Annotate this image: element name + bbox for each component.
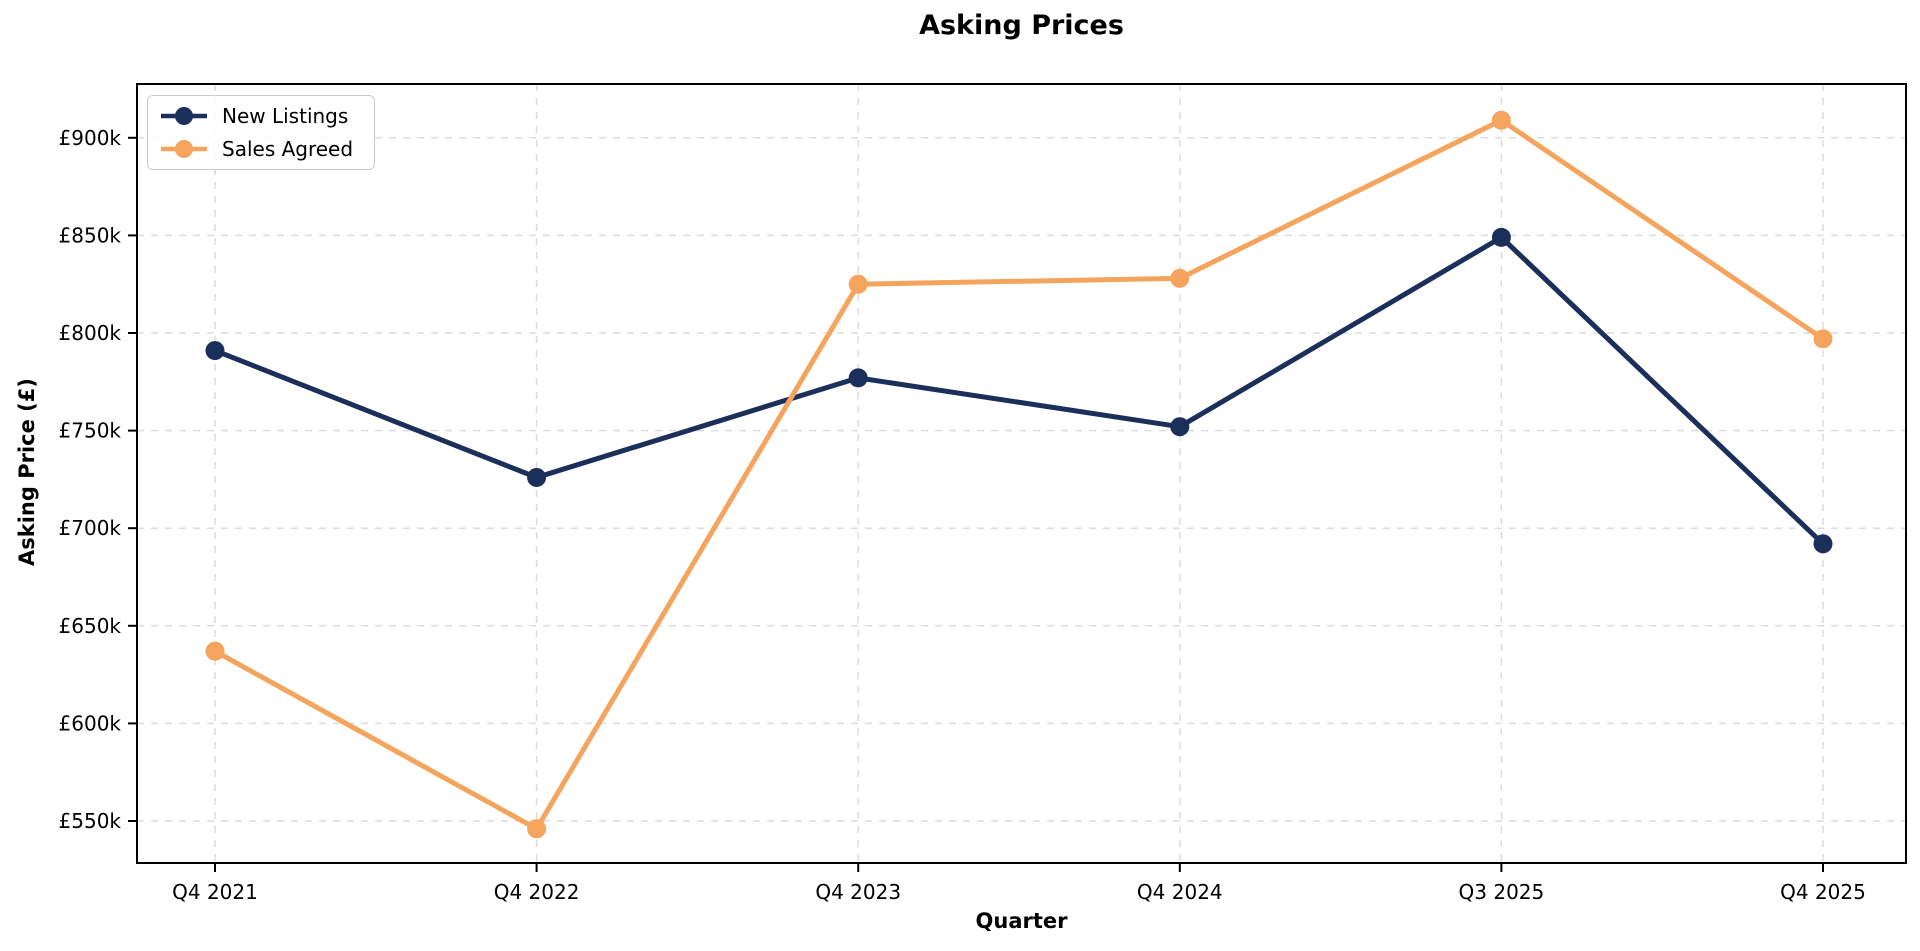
data-point-sales-agreed <box>1813 329 1833 349</box>
chart-title: Asking Prices <box>919 10 1124 41</box>
data-point-sales-agreed <box>848 274 868 294</box>
y-tick-label: £550k <box>59 809 122 833</box>
legend-label: Sales Agreed <box>222 137 354 162</box>
x-tick-label: Q4 2025 <box>1780 880 1866 904</box>
legend-item-sales-agreed: Sales Agreed <box>160 133 362 167</box>
x-tick-label: Q4 2021 <box>172 880 258 904</box>
legend: New Listings Sales Agreed <box>147 95 375 170</box>
plot-border <box>136 83 1907 864</box>
data-point-new-listings <box>527 467 547 487</box>
x-tick-label: Q4 2022 <box>494 880 580 904</box>
data-point-new-listings <box>1170 417 1190 437</box>
y-tick-label: £900k <box>59 126 122 150</box>
series-line-new-listings <box>212 234 1826 547</box>
y-tick-label: £650k <box>59 614 122 638</box>
y-tick-label: £800k <box>59 321 122 345</box>
legend-line-marker-icon <box>161 106 207 125</box>
y-tick-label: £750k <box>59 419 122 443</box>
x-tick-label: Q3 2025 <box>1459 880 1545 904</box>
data-point-sales-agreed <box>1170 268 1190 288</box>
x-tick-label: Q4 2024 <box>1137 880 1223 904</box>
legend-item-new-listings: New Listings <box>160 99 362 133</box>
y-tick-label: £600k <box>59 711 122 735</box>
data-point-new-listings <box>205 341 225 361</box>
y-tick-label: £850k <box>59 223 122 247</box>
legend-line-marker-icon <box>161 140 207 159</box>
y-tick-label: £700k <box>59 516 122 540</box>
data-point-sales-agreed <box>1491 110 1511 130</box>
legend-label: New Listings <box>222 103 349 128</box>
y-axis-label: Asking Price (£) <box>15 378 39 566</box>
data-point-new-listings <box>848 368 868 388</box>
data-point-new-listings <box>1813 534 1833 554</box>
series-line-sales-agreed <box>212 117 1826 832</box>
data-point-sales-agreed <box>527 819 547 839</box>
x-tick-label: Q4 2023 <box>815 880 901 904</box>
x-axis-label: Quarter <box>975 909 1068 933</box>
data-point-new-listings <box>1491 227 1511 247</box>
data-point-sales-agreed <box>205 641 225 661</box>
